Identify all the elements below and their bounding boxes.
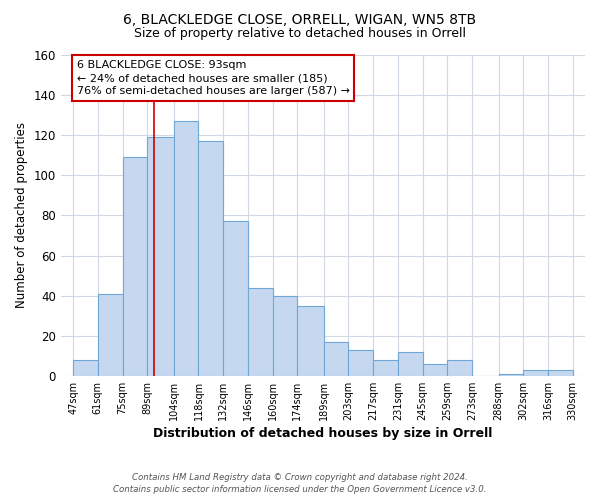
Bar xyxy=(398,352,422,376)
Bar xyxy=(199,141,223,376)
Bar xyxy=(499,374,523,376)
Bar xyxy=(523,370,548,376)
Bar xyxy=(324,342,349,376)
Bar xyxy=(147,137,174,376)
Text: Contains HM Land Registry data © Crown copyright and database right 2024.
Contai: Contains HM Land Registry data © Crown c… xyxy=(113,472,487,494)
Bar xyxy=(248,288,272,376)
Bar xyxy=(448,360,472,376)
Bar xyxy=(373,360,398,376)
Bar xyxy=(349,350,373,376)
Bar xyxy=(223,222,248,376)
Bar xyxy=(73,360,98,376)
Bar xyxy=(122,158,147,376)
Bar xyxy=(174,121,199,376)
Y-axis label: Number of detached properties: Number of detached properties xyxy=(15,122,28,308)
Text: 6, BLACKLEDGE CLOSE, ORRELL, WIGAN, WN5 8TB: 6, BLACKLEDGE CLOSE, ORRELL, WIGAN, WN5 … xyxy=(124,12,476,26)
Text: Size of property relative to detached houses in Orrell: Size of property relative to detached ho… xyxy=(134,28,466,40)
Bar xyxy=(272,296,298,376)
Bar xyxy=(548,370,572,376)
Bar xyxy=(98,294,122,376)
Bar xyxy=(422,364,448,376)
Bar xyxy=(298,306,324,376)
X-axis label: Distribution of detached houses by size in Orrell: Distribution of detached houses by size … xyxy=(153,427,493,440)
Text: 6 BLACKLEDGE CLOSE: 93sqm
← 24% of detached houses are smaller (185)
76% of semi: 6 BLACKLEDGE CLOSE: 93sqm ← 24% of detac… xyxy=(77,60,350,96)
